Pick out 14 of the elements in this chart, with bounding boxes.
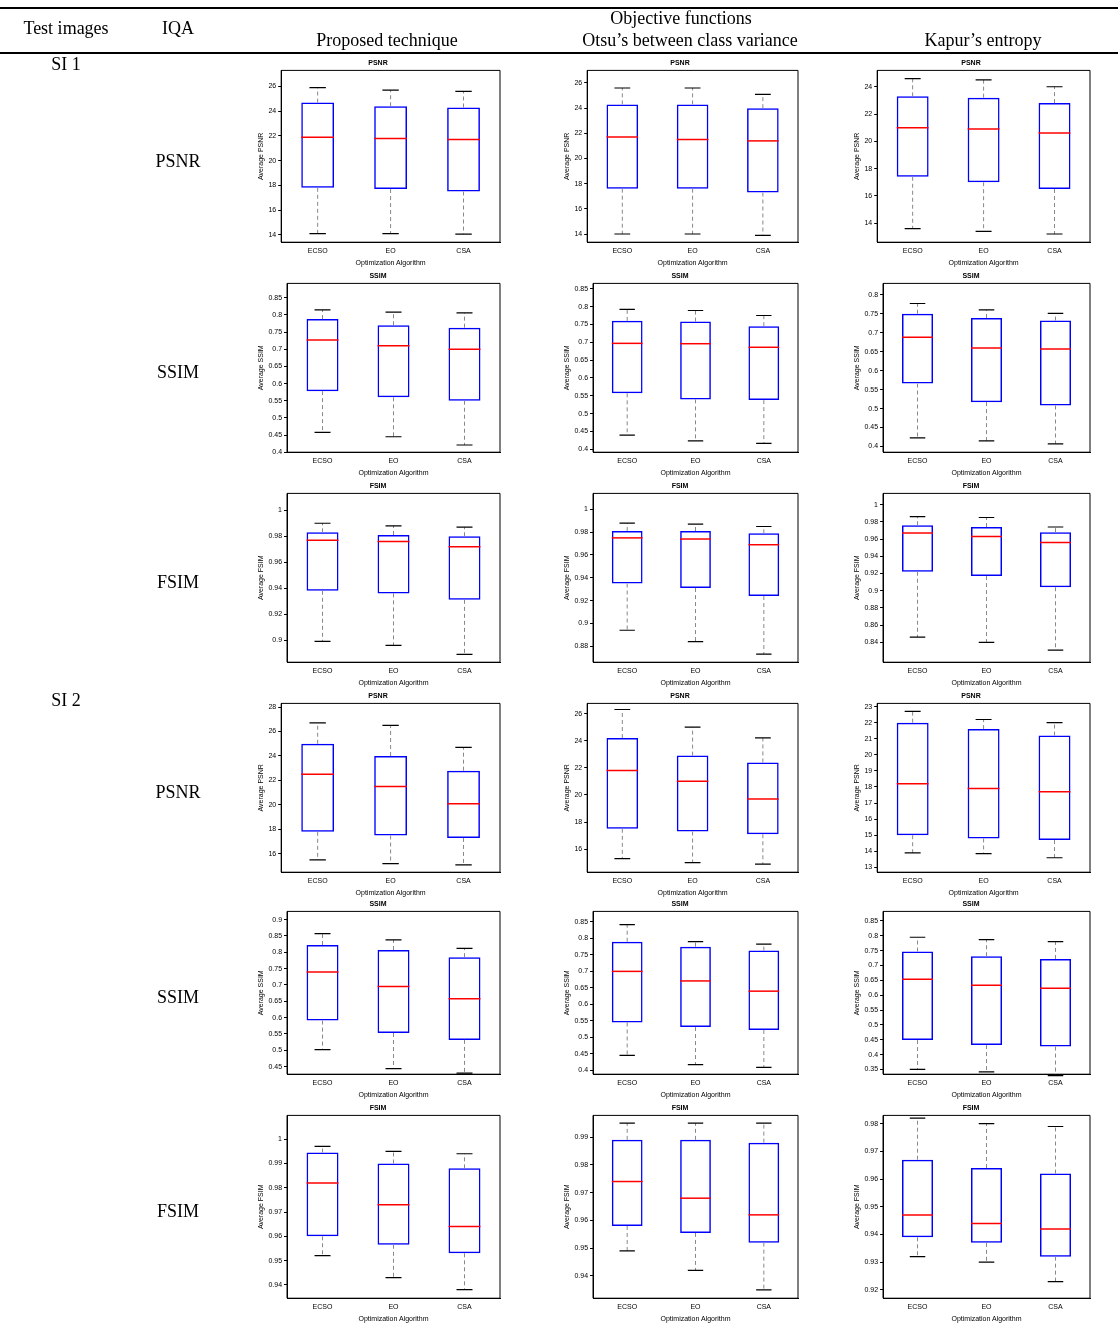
text: Proposed technique: [315, 30, 459, 51]
text: FSIM: [156, 572, 200, 592]
text: PSNR: [155, 150, 201, 171]
text: Otsu’s between class variance: [581, 30, 799, 51]
text: SI 1: [50, 54, 82, 75]
text: FSIM: [156, 1201, 200, 1221]
text: SSIM: [156, 362, 200, 382]
text: SSIM: [156, 987, 200, 1007]
text: Kapur’s entropy: [923, 30, 1043, 51]
text: Test images: [23, 18, 109, 38]
text: Objective functions: [609, 8, 753, 29]
text: SI 2: [50, 690, 82, 711]
text: PSNR: [155, 782, 201, 802]
text: IQA: [162, 18, 194, 38]
